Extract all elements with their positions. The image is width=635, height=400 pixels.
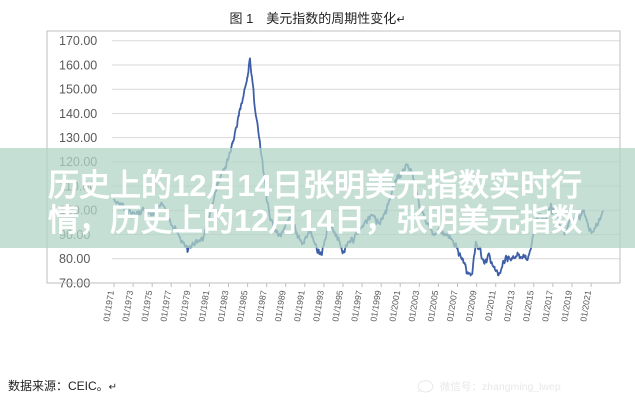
- svg-text:150.00: 150.00: [59, 83, 97, 97]
- svg-text:01/1989: 01/1989: [273, 290, 288, 323]
- svg-text:01/2015: 01/2015: [521, 290, 536, 323]
- svg-text:01/2019: 01/2019: [559, 290, 574, 323]
- svg-text:01/2021: 01/2021: [578, 290, 593, 323]
- svg-text:01/1985: 01/1985: [235, 290, 250, 323]
- svg-text:01/2017: 01/2017: [540, 290, 555, 323]
- svg-text:140.00: 140.00: [59, 107, 97, 121]
- svg-text:01/1999: 01/1999: [368, 290, 383, 323]
- svg-text:170.00: 170.00: [59, 34, 97, 48]
- svg-text:01/2013: 01/2013: [502, 290, 517, 323]
- svg-text:01/2009: 01/2009: [464, 290, 479, 323]
- svg-text:01/1981: 01/1981: [197, 290, 212, 323]
- svg-text:01/2005: 01/2005: [426, 290, 441, 323]
- svg-text:01/1971: 01/1971: [101, 290, 116, 323]
- svg-text:01/1973: 01/1973: [120, 290, 135, 323]
- svg-text:01/1975: 01/1975: [139, 290, 154, 323]
- svg-text:01/1977: 01/1977: [158, 290, 173, 323]
- svg-text:01/1991: 01/1991: [292, 290, 307, 323]
- svg-text:01/2011: 01/2011: [483, 290, 498, 322]
- svg-text:01/1997: 01/1997: [349, 290, 364, 323]
- svg-text:80.00: 80.00: [59, 252, 90, 266]
- svg-text:01/2007: 01/2007: [445, 290, 460, 323]
- svg-text:160.00: 160.00: [59, 58, 97, 72]
- svg-text:01/1987: 01/1987: [254, 290, 269, 323]
- svg-text:01/2003: 01/2003: [406, 290, 421, 323]
- svg-text:01/1993: 01/1993: [311, 290, 326, 323]
- svg-text:01/2001: 01/2001: [387, 290, 402, 323]
- svg-text:01/1983: 01/1983: [216, 290, 231, 323]
- svg-text:130.00: 130.00: [59, 131, 97, 145]
- svg-text:01/1995: 01/1995: [330, 290, 345, 323]
- svg-text:01/1979: 01/1979: [177, 290, 192, 323]
